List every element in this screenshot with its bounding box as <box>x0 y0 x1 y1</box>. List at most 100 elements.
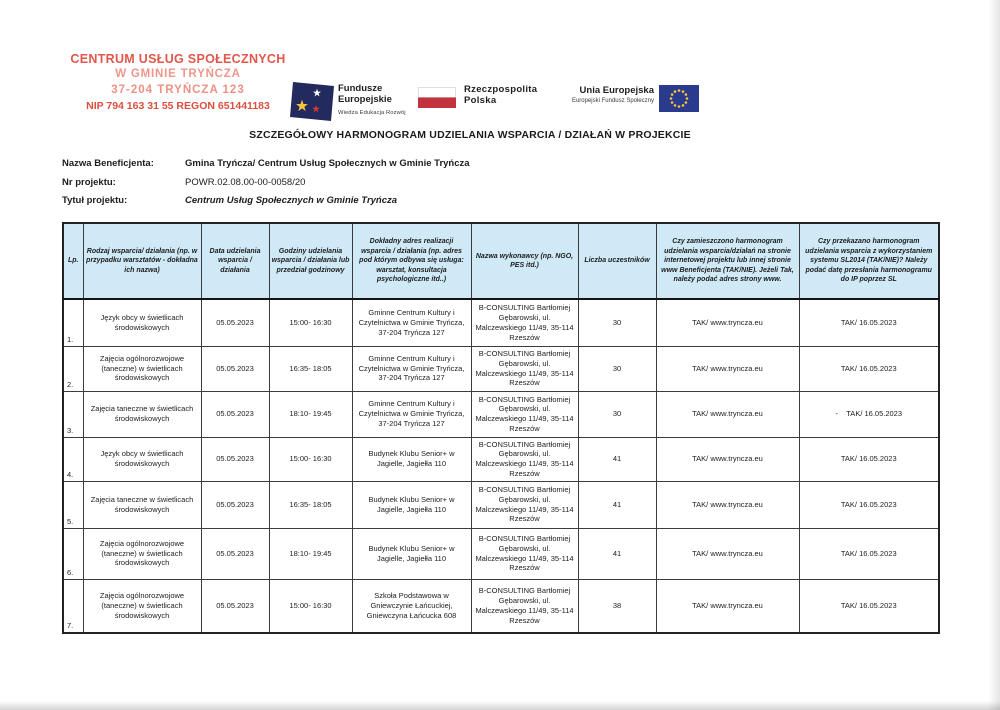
stamp-line: 37-204 TRYŃCZA 123 <box>111 83 245 96</box>
stamp-line: CENTRUM USŁUG SPOŁECZNYCH <box>70 52 286 66</box>
website-cell: TAK/ www.tryncza.eu <box>655 480 800 529</box>
beneficiary-label: Nazwa Beneficjenta: <box>62 158 154 169</box>
table-row: 2. Zajęcia ogólnorozwojowe (taneczne) w … <box>62 345 940 392</box>
website-cell: TAK/ www.tryncza.eu <box>655 390 800 438</box>
table-row: 6. Zajęcia ogólnorozwojowe (taneczne) w … <box>62 527 940 580</box>
schedule-table: Lp. Rodzaj wsparcia/ działania (np. w pr… <box>62 222 940 634</box>
beneficiary-row: Nazwa Beneficjenta: Gmina Tryńcza/ Centr… <box>62 158 622 169</box>
project-meta: Nazwa Beneficjenta: Gmina Tryńcza/ Centr… <box>62 158 622 214</box>
table-row: 1. Język obcy w świetlicach środowiskowy… <box>62 298 940 347</box>
website-cell: TAK/ www.tryncza.eu <box>655 298 800 347</box>
participants-cell: 30 <box>577 390 657 438</box>
stamp-line: NIP 794 163 31 55 REGON 651441183 <box>86 99 270 112</box>
schedule-table-header: Lp. Rodzaj wsparcia/ działania (np. w pr… <box>62 222 940 300</box>
contractor-cell: B-CONSULTING Bartłomiej Gębarowski, ul. … <box>470 345 579 392</box>
project-number-value: POWR.02.08.00-00-0058/20 <box>185 176 306 188</box>
table-row: 7. Zajęcia ogólnorozwojowe (taneczne) w … <box>62 578 940 634</box>
office-stamp: CENTRUM USŁUG SPOŁECZNYCH W GMINIE TRYŃC… <box>52 52 304 112</box>
lp-cell: 5. <box>62 480 84 529</box>
sl-cell: TAK/ 16.05.2023 <box>798 298 940 347</box>
participants-cell: 41 <box>577 480 657 529</box>
hours-cell: 16:35- 18:05 <box>268 480 353 529</box>
lp-cell: 4. <box>62 436 84 482</box>
address-cell: Gminne Centrum Kultury i Czytelnictwa w … <box>351 298 472 347</box>
sl-cell: TAK/ 16.05.2023 <box>798 527 940 580</box>
stamp-line: W GMINIE TRYŃCZA <box>115 68 241 81</box>
website-cell: TAK/ www.tryncza.eu <box>655 578 800 634</box>
table-row: 3. Zajęcia taneczne w świetlicach środow… <box>62 390 940 438</box>
sl-cell: - TAK/ 16.05.2023 <box>798 390 940 438</box>
date-cell: 05.05.2023 <box>200 527 270 580</box>
address-cell: Budynek Klubu Senior+ w Jagielle, Jagieł… <box>351 480 472 529</box>
lp-cell: 3. <box>62 390 84 438</box>
address-cell: Budynek Klubu Senior+ w Jagielle, Jagieł… <box>351 527 472 580</box>
col-header-contractor: Nazwa wykonawcy (np. NGO, PES itd.) <box>470 222 579 300</box>
date-cell: 05.05.2023 <box>200 480 270 529</box>
rzeczpospolita-polska-label: Rzeczpospolita Polska <box>464 84 538 106</box>
lp-cell: 2. <box>62 345 84 392</box>
scan-shadow <box>0 701 1000 710</box>
col-header-lp: Lp. <box>62 222 84 300</box>
contractor-cell: B-CONSULTING Bartłomiej Gębarowski, ul. … <box>470 390 579 438</box>
contractor-cell: B-CONSULTING Bartłomiej Gębarowski, ul. … <box>470 480 579 529</box>
page-title: SZCZEGÓŁOWY HARMONOGRAM UDZIELANIA WSPAR… <box>249 129 691 141</box>
project-number-label: Nr projektu: <box>62 176 116 188</box>
eu-sublabel: Europejski Fundusz Społeczny <box>571 98 654 104</box>
contractor-cell: B-CONSULTING Bartłomiej Gębarowski, ul. … <box>470 527 579 580</box>
fe-label-line: Europejskie <box>338 93 392 105</box>
hours-cell: 15:00- 16:30 <box>268 436 353 482</box>
contractor-cell: B-CONSULTING Bartłomiej Gębarowski, ul. … <box>470 298 579 347</box>
header-row: Lp. Rodzaj wsparcia/ działania (np. w pr… <box>62 222 940 300</box>
address-cell: Gminne Centrum Kultury i Czytelnictwa w … <box>351 345 472 392</box>
type-cell: Zajęcia ogólnorozwojowe (taneczne) w świ… <box>82 345 202 392</box>
participants-cell: 41 <box>577 436 657 482</box>
date-cell: 05.05.2023 <box>200 436 270 482</box>
col-header-date: Data udzielania wsparcia / działania <box>200 222 270 300</box>
fe-sublabel: Wiedza Edukacja Rozwój <box>338 110 406 116</box>
hours-cell: 18:10- 19:45 <box>268 390 353 438</box>
contractor-cell: B-CONSULTING Bartłomiej Gębarowski, ul. … <box>470 578 579 634</box>
type-cell: Język obcy w świetlicach środowiskowych <box>82 298 202 347</box>
lp-cell: 1. <box>62 298 84 347</box>
type-cell: Zajęcia taneczne w świetlicach środowisk… <box>82 480 202 529</box>
unia-europejska-label: Unia Europejska Europejski Fundusz Społe… <box>540 85 654 105</box>
date-cell: 05.05.2023 <box>200 578 270 634</box>
beneficiary-value: Gmina Tryńcza/ Centrum Usług Społecznych… <box>185 158 470 169</box>
type-cell: Zajęcia taneczne w świetlicach środowisk… <box>82 390 202 438</box>
website-cell: TAK/ www.tryncza.eu <box>655 345 800 392</box>
participants-cell: 30 <box>577 345 657 392</box>
eu-flag-icon <box>659 85 699 117</box>
contractor-cell: B-CONSULTING Bartłomiej Gębarowski, ul. … <box>470 436 579 482</box>
col-header-sl: Czy przekazano harmonogram udzielania ws… <box>798 222 940 300</box>
table-row: 5. Zajęcia taneczne w świetlicach środow… <box>62 480 940 529</box>
hours-cell: 15:00- 16:30 <box>268 578 353 634</box>
col-header-participants: Liczba uczestników <box>577 222 657 300</box>
website-cell: TAK/ www.tryncza.eu <box>655 436 800 482</box>
col-header-address: Dokładny adres realizacji wsparcia / dzi… <box>351 222 472 300</box>
date-cell: 05.05.2023 <box>200 345 270 392</box>
project-number-row: Nr projektu: POWR.02.08.00-00-0058/20 <box>62 177 622 188</box>
hours-cell: 16:35- 18:05 <box>268 345 353 392</box>
fundusze-europejskie-label: Fundusze Europejskie Wiedza Edukacja Roz… <box>338 83 406 119</box>
participants-cell: 38 <box>577 578 657 634</box>
eu-label-line: Unia Europejska <box>579 85 654 96</box>
hours-cell: 18:10- 19:45 <box>268 527 353 580</box>
col-header-website: Czy zamieszczono harmonogram udzielania … <box>655 222 800 300</box>
lp-cell: 7. <box>62 578 84 634</box>
fundusze-europejskie-flag-icon <box>290 81 334 126</box>
sl-cell: TAK/ 16.05.2023 <box>798 345 940 392</box>
schedule-table-body: 1. Język obcy w świetlicach środowiskowy… <box>62 298 940 634</box>
project-title-value: Centrum Usług Społecznych w Gminie Tryńc… <box>185 195 398 206</box>
hours-cell: 15:00- 16:30 <box>268 298 353 347</box>
type-cell: Zajęcia ogólnorozwojowe (taneczne) w świ… <box>82 527 202 580</box>
sl-cell: TAK/ 16.05.2023 <box>798 578 940 634</box>
project-title-row: Tytuł projektu: Centrum Usług Społecznyc… <box>62 195 622 206</box>
lp-cell: 6. <box>62 527 84 580</box>
project-title-label: Tytuł projektu: <box>62 195 128 206</box>
pl-label-line: Rzeczpospolita <box>464 84 538 95</box>
participants-cell: 30 <box>577 298 657 347</box>
address-cell: Szkoła Podstawowa w Gniewczynie Łańcucki… <box>351 578 472 634</box>
fe-label-line: Fundusze <box>338 83 383 94</box>
type-cell: Język obcy w świetlicach środowiskowych <box>82 436 202 482</box>
